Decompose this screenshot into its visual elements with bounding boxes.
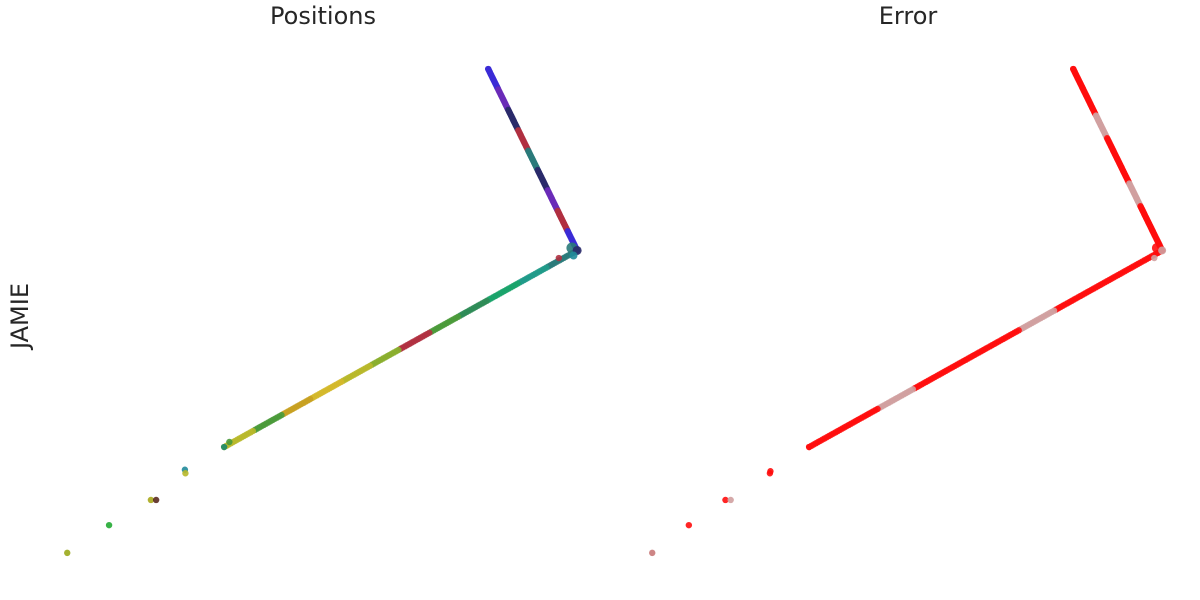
row-label: JAMIE: [6, 283, 34, 351]
data-point-331: [147, 496, 155, 504]
data-point-331: [685, 521, 693, 529]
data-point-330: [727, 496, 734, 504]
data-point-329: [722, 496, 729, 504]
positions-scatter-plot: [64, 65, 582, 557]
data-point-325: [569, 251, 578, 260]
data-point-322: [1070, 65, 1077, 73]
data-point-324: [1158, 246, 1167, 255]
data-point-330: [182, 470, 189, 477]
data-point-333: [105, 521, 113, 529]
data-point-327: [220, 443, 228, 451]
data-point-328: [766, 470, 774, 477]
error-scatter-plot: [649, 65, 1167, 557]
data-point-322: [485, 65, 492, 73]
error-title: Error: [879, 2, 938, 30]
data-point-332: [649, 549, 656, 557]
data-point-334: [64, 549, 71, 557]
data-point-332: [152, 496, 160, 504]
data-point-325: [1151, 254, 1158, 262]
data-point-326: [805, 443, 813, 451]
data-point-326: [555, 254, 563, 262]
positions-title: Positions: [270, 2, 376, 30]
data-point-328: [226, 438, 233, 446]
